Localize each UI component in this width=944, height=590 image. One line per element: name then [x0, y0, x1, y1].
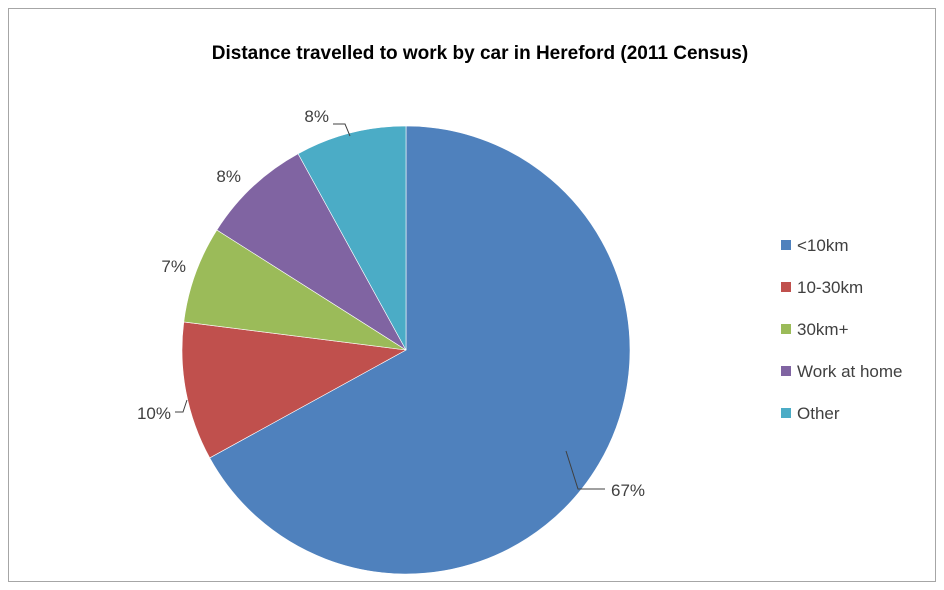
legend: <10km 10-30km 30km+ Work at home Other — [781, 236, 903, 423]
legend-swatch-work-at-home — [781, 366, 791, 376]
pie-slice-10-30km — [181, 321, 407, 459]
pie-slice-work-at-home — [216, 153, 407, 351]
label-leader-lines — [175, 123, 605, 490]
leader-line-lt-10km — [565, 450, 605, 490]
data-labels: 67% 10% 7% 8% 8% — [137, 107, 645, 500]
legend-label-other: Other — [797, 404, 840, 423]
pie-slice-other — [297, 125, 407, 351]
data-label-other: 8% — [304, 107, 329, 126]
data-label-10-30km: 10% — [137, 404, 171, 423]
legend-swatch-10-30km — [781, 282, 791, 292]
leader-line-other — [333, 123, 351, 137]
pie-slice-lt-10km — [209, 125, 631, 575]
chart-title: Distance travelled to work by car in Her… — [212, 43, 748, 64]
data-label-lt-10km: 67% — [611, 481, 645, 500]
legend-swatch-lt-10km — [781, 240, 791, 250]
legend-label-30km-plus: 30km+ — [797, 320, 849, 339]
leader-line-10-30km — [175, 399, 188, 413]
data-label-30km-plus: 7% — [161, 257, 186, 276]
legend-swatch-30km-plus — [781, 324, 791, 334]
legend-label-10-30km: 10-30km — [797, 278, 863, 297]
legend-label-lt-10km: <10km — [797, 236, 849, 255]
pie-slices — [181, 125, 631, 575]
legend-label-work-at-home: Work at home — [797, 362, 903, 381]
legend-swatch-other — [781, 408, 791, 418]
data-label-work-at-home: 8% — [216, 167, 241, 186]
